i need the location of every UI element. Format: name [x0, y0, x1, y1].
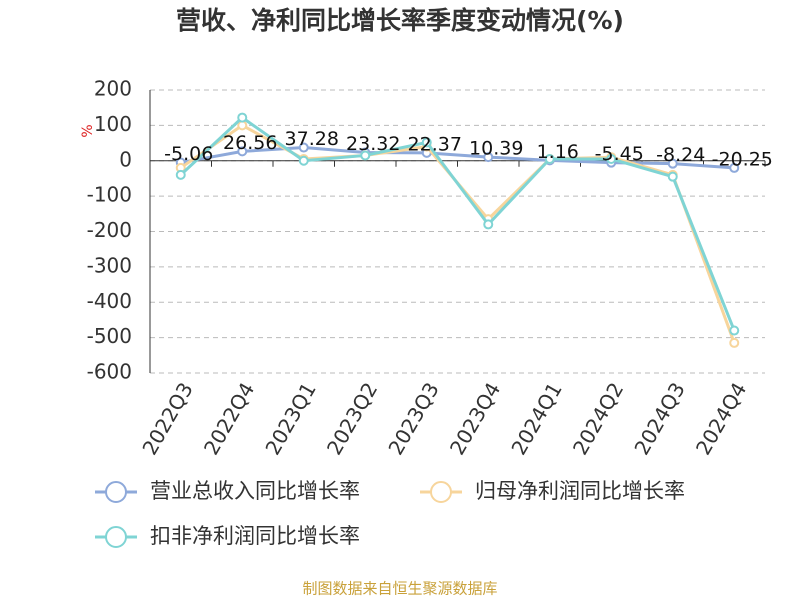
data-point: [421, 137, 432, 148]
x-tick-label: 2024Q4: [691, 378, 751, 459]
x-tick-label: 2022Q3: [137, 378, 197, 459]
data-label: 1.16: [537, 141, 579, 163]
y-tick-label: -300: [87, 253, 132, 277]
data-point: [729, 337, 740, 348]
x-tick-label: 2023Q3: [383, 378, 443, 459]
x-tick-label: 2024Q1: [506, 378, 566, 459]
data-point: [729, 325, 740, 336]
data-point: [606, 153, 617, 164]
legend-marker: [105, 481, 127, 503]
data-label: 26.56: [223, 132, 277, 154]
data-label: 37.28: [285, 128, 339, 150]
x-tick-label: 2023Q2: [322, 378, 382, 459]
legend-label: 归母净利润同比增长率: [475, 479, 685, 503]
series-line: [179, 123, 736, 344]
y-tick-label: -200: [87, 218, 132, 242]
legend-label: 扣非净利润同比增长率: [150, 524, 360, 548]
x-tick-label: 2023Q1: [260, 378, 320, 459]
legend-marker: [430, 481, 452, 503]
series-line: [179, 115, 736, 332]
data-point: [298, 155, 309, 166]
data-label: 10.39: [469, 138, 523, 160]
y-tick-label: 200: [94, 77, 132, 101]
y-tick-label: 0: [119, 147, 132, 171]
data-label: -5.45: [595, 143, 644, 165]
y-tick-label: -600: [87, 360, 132, 384]
x-tick-label: 2023Q4: [445, 378, 505, 459]
y-tick-label: -100: [87, 183, 132, 207]
data-label: 23.32: [346, 133, 400, 155]
data-point: [483, 152, 494, 163]
x-tick-label: 2024Q2: [568, 378, 628, 459]
data-point: [729, 162, 740, 173]
data-point: [544, 153, 555, 164]
y-tick-label: -400: [87, 289, 132, 313]
x-tick-label: 2024Q3: [629, 378, 689, 459]
data-label: -20.25: [712, 148, 773, 170]
data-label: -8.24: [656, 144, 705, 166]
y-tick-label: -500: [87, 324, 132, 348]
y-tick-label: 100: [94, 112, 132, 136]
chart-title: 营收、净利同比增长率季度变动情况(%): [176, 6, 624, 35]
data-point: [298, 142, 309, 153]
series-line: [180, 146, 735, 170]
y-axis-label: %: [80, 124, 96, 137]
legend-label: 营业总收入同比增长率: [150, 479, 360, 503]
source-note: 制图数据来自恒生聚源数据库: [302, 580, 497, 598]
data-point: [483, 219, 494, 230]
data-point: [667, 158, 678, 169]
data-label: 22.37: [408, 133, 462, 155]
legend-marker: [105, 526, 127, 548]
x-tick-label: 2022Q4: [199, 378, 259, 459]
data-point: [237, 146, 248, 157]
data-point: [667, 171, 678, 182]
data-point: [237, 112, 248, 123]
data-point: [360, 150, 371, 161]
data-label: -5.06: [164, 143, 213, 165]
data-point: [175, 169, 186, 180]
